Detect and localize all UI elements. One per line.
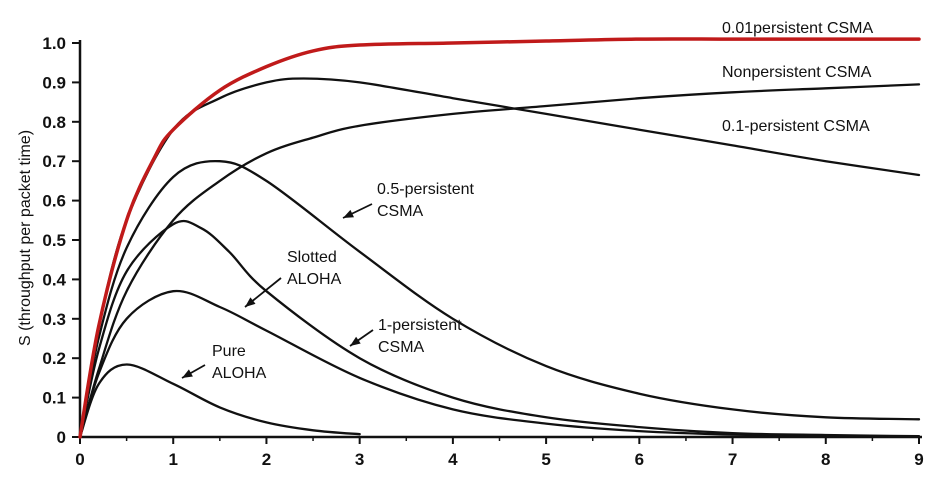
x-tick-label: 2 [262, 450, 271, 469]
annotation-line: 0.01persistent CSMA [722, 20, 874, 37]
annotation-line: Pure [212, 343, 246, 360]
annotation-p1: 1-persistent CSMA [378, 317, 462, 356]
y-tick-label: 0.8 [42, 113, 66, 132]
annotation-line: CSMA [377, 203, 424, 220]
x-tick-label: 5 [541, 450, 550, 469]
annotation-line: ALOHA [287, 271, 342, 288]
annotation-nonp: Nonpersistent CSMA [722, 64, 872, 81]
annotation-p001: 0.01persistent CSMA [722, 20, 874, 37]
series-line-nonpersistent-csma [78, 83, 921, 439]
annotation-line: CSMA [378, 339, 425, 356]
x-tick-label: 8 [821, 450, 830, 469]
annotation-slotted: Slotted ALOHA [287, 249, 342, 288]
x-tick-label: 9 [914, 450, 923, 469]
annotation-pure: Pure ALOHA [212, 343, 267, 382]
y-tick-label: 0.5 [42, 231, 66, 250]
y-tick-label: 0.7 [42, 152, 66, 171]
annotation-line: 1-persistent [378, 317, 462, 334]
series-layer [78, 37, 921, 439]
x-tick-label: 6 [635, 450, 644, 469]
series-line-0-5-persistent-csma [78, 159, 921, 439]
x-tick-label: 7 [728, 450, 737, 469]
y-tick-label: 0.9 [42, 73, 66, 92]
y-tick-label: 0 [57, 428, 66, 447]
ticks [72, 42, 920, 444]
annotation-p01: 0.1-persistent CSMA [722, 118, 870, 135]
series-line-0-01persistent-csma [78, 37, 921, 439]
annotations: 0.01persistent CSMA Nonpersistent CSMA 0.1… [212, 20, 874, 382]
arrow-0-5-persistent [342, 203, 373, 219]
series-line-slotted-aloha [78, 289, 921, 439]
annotation-line: Nonpersistent CSMA [722, 64, 872, 81]
series-line-pure-aloha [78, 363, 361, 439]
annotation-line: 0.1-persistent CSMA [722, 118, 870, 135]
annotation-line: Slotted [287, 249, 337, 266]
y-tick-label: 0.1 [42, 389, 66, 408]
y-tick-label: 0.2 [42, 349, 66, 368]
series-line-1-persistent-csma [78, 219, 921, 439]
y-tick-label: 0.3 [42, 310, 66, 329]
annotation-p05: 0.5-persistent CSMA [377, 181, 474, 220]
x-tick-label: 0 [75, 450, 84, 469]
tick-labels: 0 1 2 3 4 5 6 7 8 9 0 0.1 0.2 0.3 0.4 0.5 0.6 0.7 0.8 0.9 1.… [42, 34, 923, 469]
y-tick-label: 0.6 [42, 192, 66, 211]
y-axis-title: S (throughput per packet time) [17, 130, 34, 346]
y-tick-label: 0.4 [42, 270, 66, 289]
annotation-line: 0.5-persistent [377, 181, 474, 198]
x-tick-label: 4 [448, 450, 458, 469]
annotation-arrows [181, 203, 374, 379]
x-tick-label: 3 [355, 450, 364, 469]
annotation-line: ALOHA [212, 365, 267, 382]
x-tick-label: 1 [168, 450, 177, 469]
arrow-1-persistent [349, 329, 374, 347]
arrow-pure-aloha [181, 364, 206, 379]
y-tick-label: 1.0 [42, 34, 66, 53]
arrow-slotted-aloha [244, 277, 282, 308]
